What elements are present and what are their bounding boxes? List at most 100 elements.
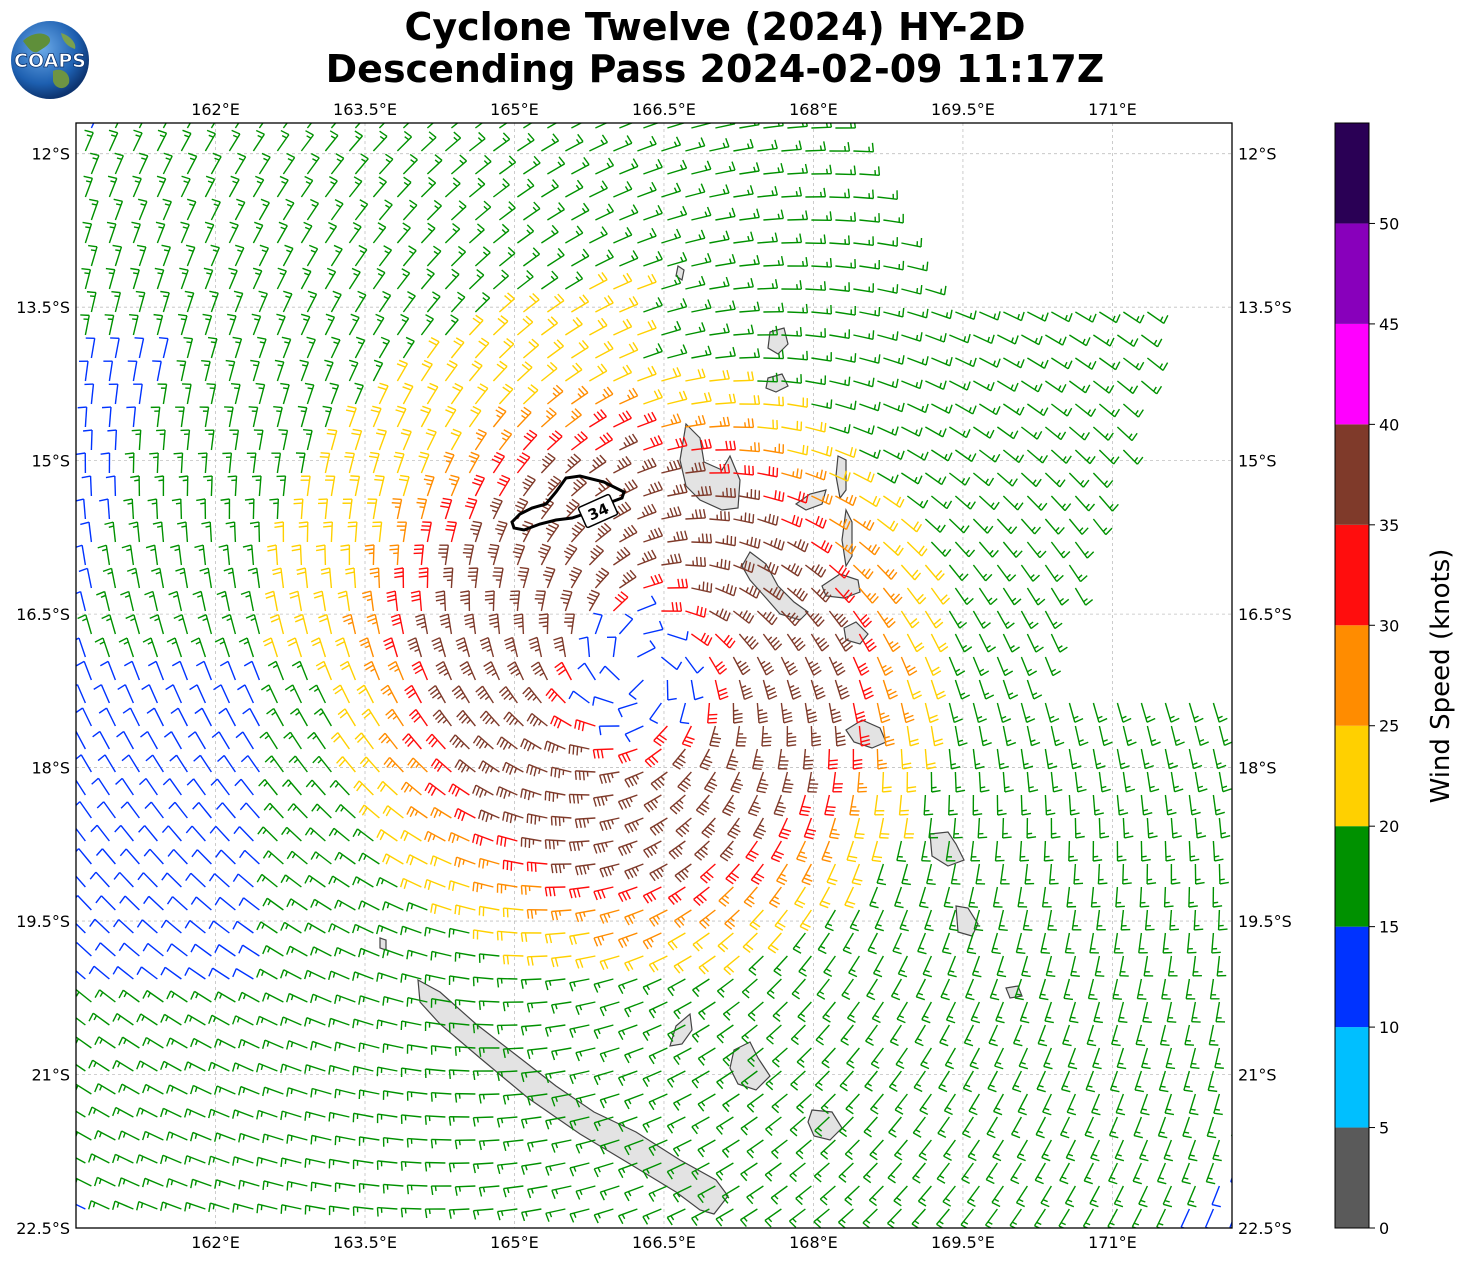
wind-barb [324, 130, 339, 152]
wind-barb [547, 202, 565, 221]
wind-barb [396, 130, 413, 152]
wind-barb [204, 221, 215, 244]
wind-barb [589, 180, 608, 198]
wind-barb [306, 290, 318, 313]
wind-barb [450, 245, 467, 267]
wind-barb [805, 375, 827, 386]
wind-barb [571, 156, 590, 175]
colorbar-tick-label: 35 [1379, 516, 1399, 535]
wind-barb [637, 365, 657, 382]
colorbar-tick-label: 10 [1379, 1018, 1399, 1037]
wind-barb [444, 177, 461, 198]
wind-barbs [76, 123, 1256, 1228]
wind-barb [811, 164, 833, 175]
wind-barb [691, 392, 712, 405]
wind-barb [1234, 1025, 1243, 1045]
wind-barb [297, 405, 308, 428]
wind-barb [498, 338, 515, 359]
wind-barb [835, 400, 857, 411]
wind-barb [402, 123, 410, 129]
wind-barb [853, 189, 875, 200]
wind-barb [281, 336, 292, 359]
wind-barb [276, 267, 287, 290]
wind-barb [667, 205, 688, 221]
wind-barb [589, 317, 608, 336]
lat-tick-label-left: 19.5°S [16, 912, 70, 931]
wind-barb [180, 221, 190, 244]
colorbar-tick-label: 25 [1379, 717, 1399, 736]
wind-barb [101, 406, 112, 428]
wind-barb [883, 402, 905, 413]
wind-barb [589, 272, 608, 290]
wind-barb [685, 275, 706, 290]
wind-barb [709, 369, 730, 382]
wind-barb [570, 385, 589, 405]
wind-barb [763, 163, 784, 175]
wind-barb [330, 153, 345, 175]
wind-barb [661, 367, 682, 382]
wind-barb [805, 281, 827, 291]
wind-barb [177, 313, 188, 336]
lat-tick-label-left: 21°S [31, 1066, 70, 1085]
wind-barb [763, 349, 785, 360]
wind-barb [979, 357, 1001, 368]
lon-tick-label-bottom: 168°E [789, 1233, 838, 1252]
colorbar: 0 5 10 15 20 25 30 35 40 45 50 [1334, 122, 1399, 1238]
wind-barb [613, 318, 633, 336]
wind-barb [763, 396, 785, 407]
lat-tick-label-left: 15°S [31, 452, 70, 471]
wind-barb [492, 406, 507, 428]
wind-barb [85, 337, 96, 359]
wind-barb [330, 123, 337, 129]
wind-barb [979, 403, 1001, 416]
wind-barb [306, 244, 319, 267]
wind-barb [571, 340, 589, 359]
wind-barb [257, 336, 267, 359]
wind-barb [77, 406, 88, 428]
wind-barb [450, 291, 466, 313]
wind-barb [378, 245, 393, 267]
wind-barb [643, 251, 663, 267]
wind-barb [184, 290, 195, 313]
wind-barb [156, 175, 167, 198]
wind-barb [354, 153, 369, 175]
wind-barb [474, 383, 489, 405]
wind-barb [79, 360, 89, 382]
wind-barb [787, 257, 809, 267]
wind-barb [282, 198, 295, 221]
wind-barb [396, 313, 410, 336]
wind-barb [1243, 726, 1256, 745]
wind-barb [546, 293, 565, 313]
wind-barb [877, 331, 899, 341]
wind-barb [130, 267, 140, 290]
lat-tick-label-right: 13.5°S [1238, 298, 1292, 317]
wind-barb [252, 221, 264, 244]
wind-barb [80, 314, 90, 336]
wind-barb [372, 222, 387, 244]
wind-barb [565, 225, 584, 244]
wind-barb [282, 152, 296, 175]
wind-barb [1122, 403, 1144, 418]
lon-tick-label-bottom: 171°E [1088, 1233, 1137, 1252]
map-background [76, 123, 1232, 1228]
wind-barb [691, 206, 712, 221]
wind-barb [901, 379, 923, 390]
wind-barb [877, 378, 899, 389]
wind-barb [883, 307, 905, 318]
wind-barb [853, 283, 875, 293]
colorbar-tick-label: 45 [1379, 315, 1399, 334]
wind-barb [468, 177, 486, 198]
wind-barb [1140, 380, 1163, 395]
wind-barb [354, 123, 361, 129]
wind-barb [227, 313, 237, 336]
wind-barb [330, 244, 343, 267]
wind-barb [108, 383, 119, 405]
wind-barb [324, 313, 336, 336]
wind-barb [733, 138, 754, 152]
wind-barb [643, 123, 660, 129]
wind-barb [273, 405, 283, 428]
wind-barb [160, 290, 170, 313]
wind-barb [595, 249, 614, 267]
wind-barb [661, 228, 682, 244]
wind-barb [589, 409, 607, 428]
